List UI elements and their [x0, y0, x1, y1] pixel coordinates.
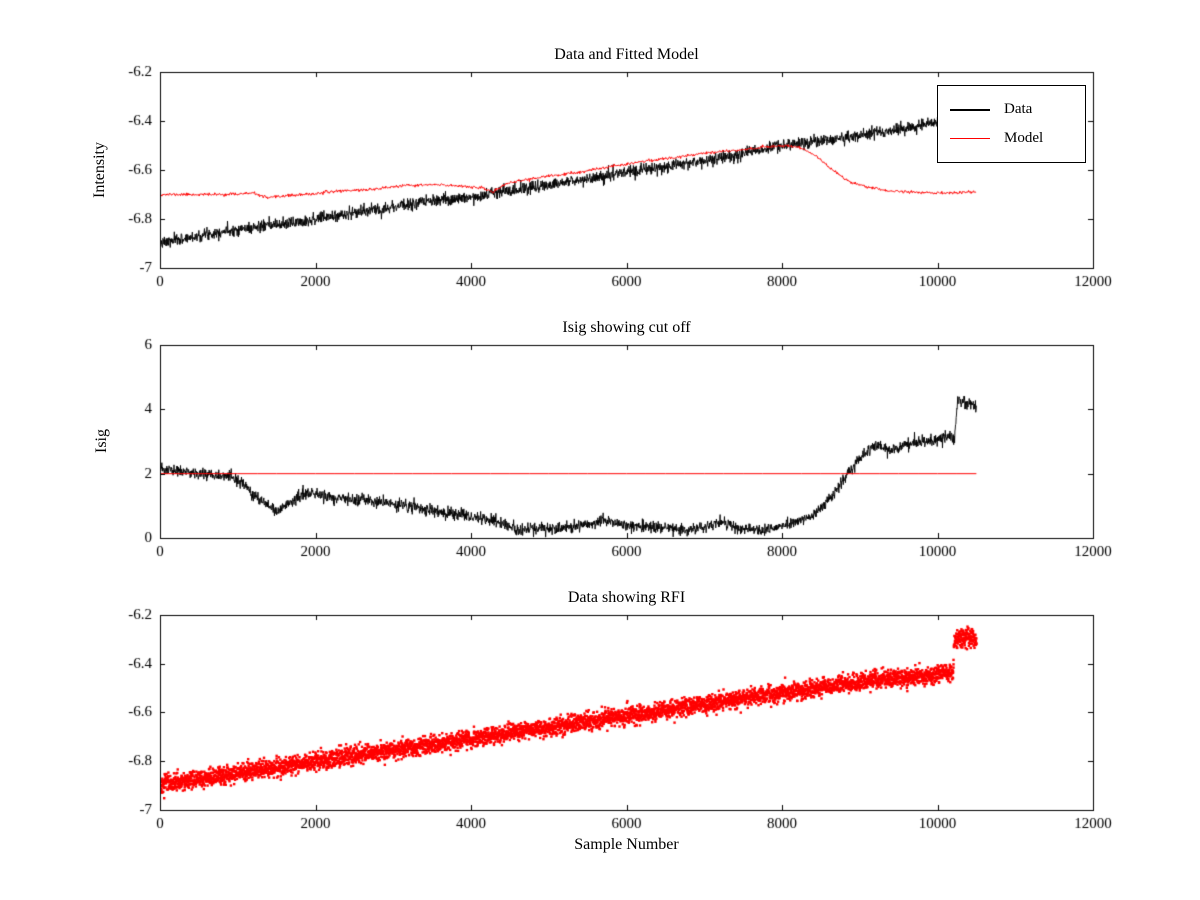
- legend-entry-data: Data: [938, 95, 1085, 124]
- legend: Data Model: [937, 85, 1086, 163]
- chart2-title: Isig showing cut off: [562, 319, 691, 336]
- legend-label-model: Model: [1004, 130, 1044, 146]
- legend-entry-model: Model: [938, 124, 1085, 153]
- chart2-ylabel: Isig: [93, 429, 110, 453]
- legend-label-data: Data: [1004, 101, 1033, 117]
- chart3-xlabel: Sample Number: [574, 836, 679, 853]
- chart1-ylabel: Intensity: [91, 142, 108, 198]
- model-line-swatch: [950, 138, 990, 139]
- chart1-title: Data and Fitted Model: [554, 46, 699, 63]
- chart3-title: Data showing RFI: [567, 589, 686, 606]
- data-line-swatch: [950, 108, 990, 111]
